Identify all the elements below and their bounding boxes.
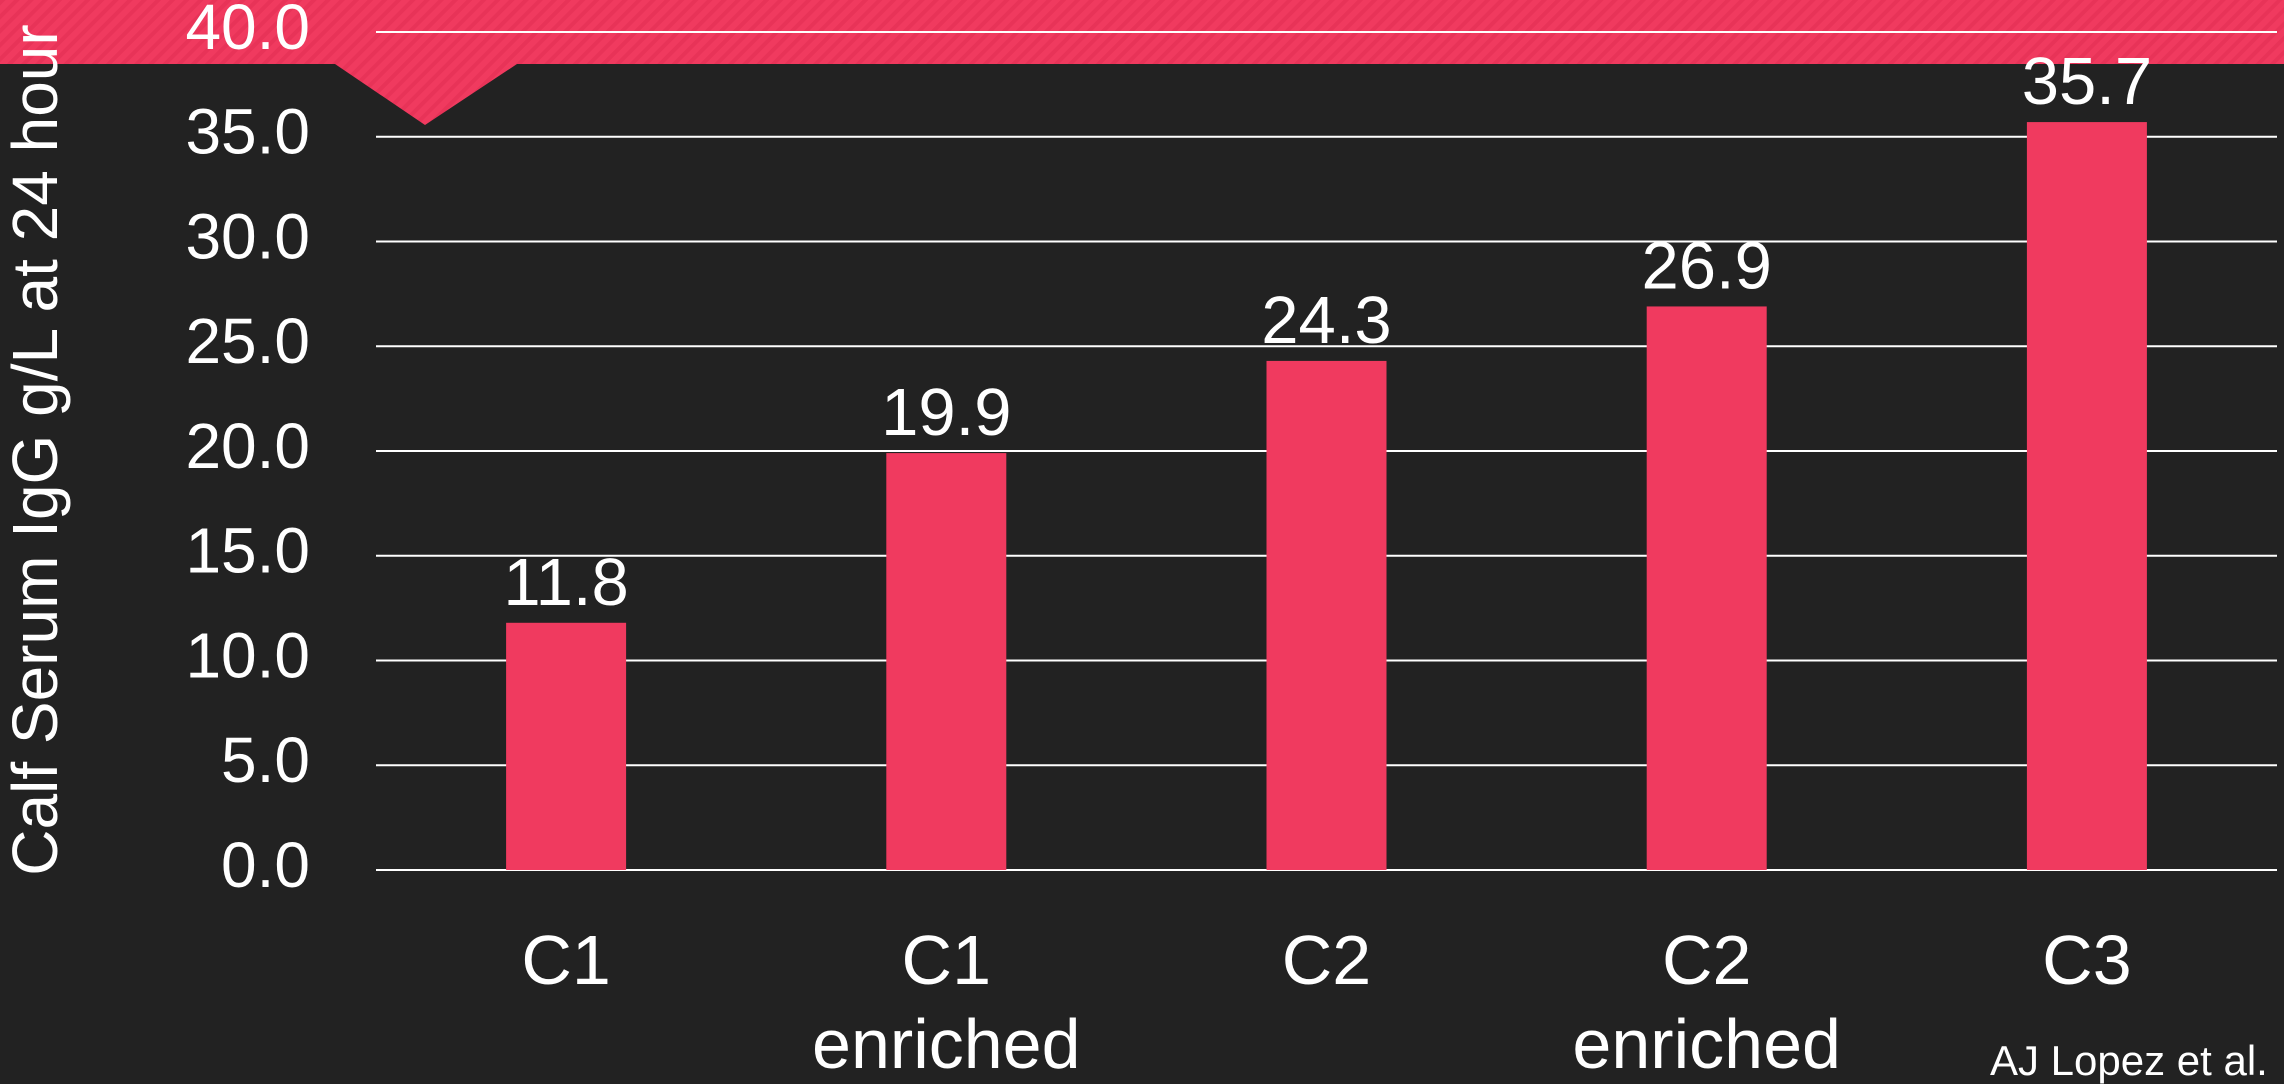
value-label: 35.7 [2022, 44, 2152, 119]
x-tick-label: C1 enriched [812, 921, 1081, 1083]
top-banner [0, 0, 2284, 125]
y-tick-label: 0.0 [221, 829, 310, 901]
bar [886, 453, 1007, 870]
y-tick-label: 20.0 [185, 410, 310, 482]
y-tick-label: 5.0 [221, 724, 310, 796]
bar [506, 622, 627, 870]
y-tick-label: 40.0 [185, 0, 310, 63]
value-label: 24.3 [1261, 283, 1391, 358]
y-tick-label: 10.0 [185, 619, 310, 691]
y-tick-label: 15.0 [185, 515, 310, 587]
x-tick-label: C3 [2042, 921, 2132, 999]
value-label: 19.9 [881, 375, 1011, 450]
x-tick-label: C1 [521, 921, 611, 999]
y-tick-label: 30.0 [185, 200, 310, 272]
x-tick-label: C2 [1281, 921, 1372, 999]
y-axis-title: Calf Serum IgG g/L at 24 hour [0, 24, 71, 876]
value-label: 11.8 [503, 545, 628, 620]
value-label: 26.9 [1641, 228, 1771, 303]
y-tick-label: 25.0 [185, 305, 310, 377]
x-tick-label: C2 enriched [1572, 921, 1841, 1083]
source: AJ Lopez et al. [1990, 1037, 2268, 1084]
bar [2026, 122, 2147, 870]
bar [1646, 306, 1767, 870]
bar [1266, 360, 1387, 870]
y-tick-label: 35.0 [185, 96, 310, 168]
